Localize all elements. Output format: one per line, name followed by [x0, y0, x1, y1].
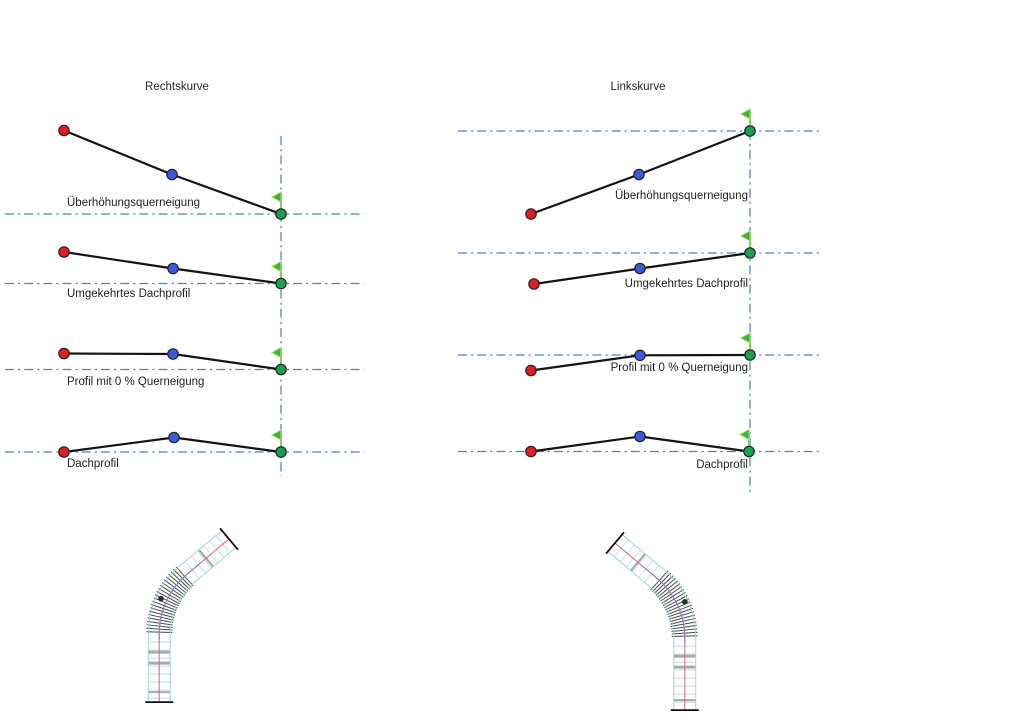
profile-point-red [58, 347, 70, 360]
profile-point-green [744, 349, 756, 361]
profile-point-blue [166, 168, 178, 181]
road-edge [169, 547, 237, 703]
flag-icon [270, 346, 282, 359]
panel-title-rechtskurve: Rechtskurve [145, 81, 209, 93]
profile-point-red [525, 364, 537, 377]
flag-icon [738, 428, 750, 441]
profile-label-linkskurve-0: Überhöhungsquerneigung [615, 190, 748, 202]
profile-label-linkskurve-3: Dachprofil [696, 459, 748, 471]
profile-point-red [58, 124, 70, 137]
road-end-tick [219, 527, 239, 551]
profile-point-red [58, 446, 70, 458]
road-centerline [614, 542, 686, 711]
flag-icon [270, 191, 282, 203]
profile-label-rechtskurve-2: Profil mit 0 % Querneigung [67, 376, 205, 388]
road-edge [607, 551, 675, 711]
profile-point-blue [167, 348, 179, 360]
profile-point-blue [634, 349, 646, 362]
panel-title-linkskurve: Linkskurve [610, 81, 666, 93]
road-centerline [158, 538, 230, 703]
station-marker [158, 595, 164, 602]
profile-label-linkskurve-2: Profil mit 0 % Querneigung [610, 362, 748, 374]
road-edge [147, 530, 223, 703]
profile-point-green [275, 208, 287, 220]
flag-icon [270, 260, 282, 273]
profile-point-blue [634, 430, 646, 443]
profile-point-green [744, 247, 756, 259]
profile-label-rechtskurve-3: Dachprofil [67, 458, 119, 470]
profile-point-green [275, 363, 287, 376]
flag-icon [739, 108, 751, 120]
profile-label-rechtskurve-1: Umgekehrtes Dachprofil [67, 288, 191, 300]
flag-icon [270, 429, 282, 441]
road-end-tick [605, 531, 625, 555]
profile-point-red [528, 278, 540, 290]
profile-point-red [58, 246, 70, 258]
profile-point-blue [633, 168, 645, 181]
profile-point-blue [167, 262, 179, 275]
profile-point-green [275, 446, 287, 458]
profile-point-blue [168, 431, 180, 444]
profile-point-green [744, 125, 756, 137]
profile-label-linkskurve-1: Umgekehrtes Dachprofil [624, 278, 748, 290]
road-transition-line [642, 566, 686, 644]
profile-point-red [525, 445, 537, 458]
road-edge [621, 534, 697, 711]
profile-label-rechtskurve-0: Überhöhungsquerneigung [67, 197, 200, 209]
flag-icon [739, 332, 751, 344]
station-marker [682, 598, 688, 605]
profile-point-green [275, 277, 287, 290]
profile-point-red [525, 208, 537, 220]
road-transition-line [158, 562, 202, 640]
flag-icon [739, 230, 751, 242]
profile-point-green [743, 445, 755, 458]
profile-point-blue [634, 262, 646, 275]
